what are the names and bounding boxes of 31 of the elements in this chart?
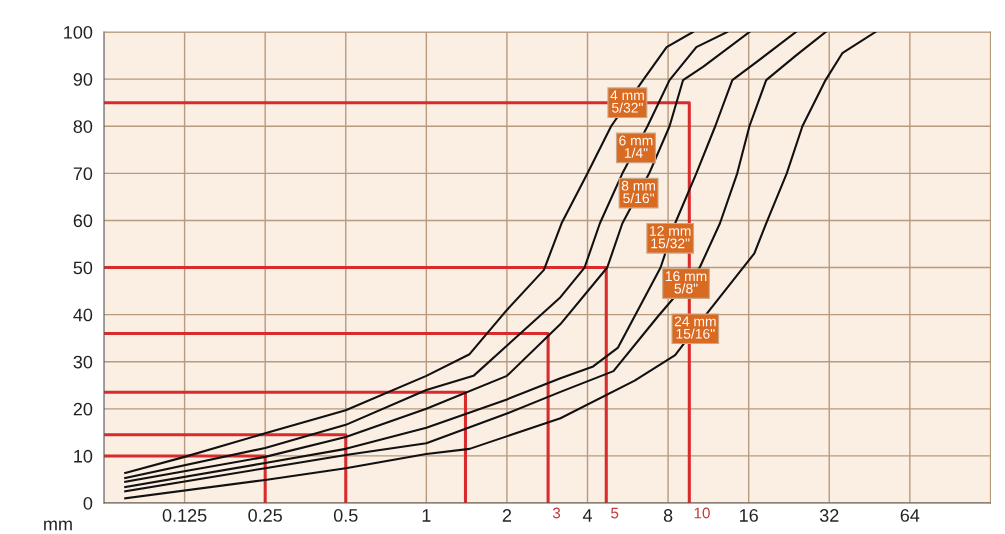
x-tick-label: 4 bbox=[582, 509, 593, 522]
x-tick-label: 2 bbox=[502, 509, 512, 522]
annotation: 5 bbox=[611, 507, 619, 519]
series-label: 16 mm 5/8" bbox=[665, 271, 707, 294]
x-tick-label: 0.25 bbox=[248, 509, 282, 522]
y-tick-label: 30 bbox=[73, 355, 93, 369]
series-label: 4 mm 5/32" bbox=[610, 90, 644, 113]
annotation: 3 bbox=[552, 507, 561, 519]
series-label: 24 mm 15/16" bbox=[674, 316, 716, 339]
series-label: 12 mm 15/32" bbox=[650, 226, 691, 249]
y-tick-label: 20 bbox=[73, 402, 93, 416]
y-tick-label: 60 bbox=[73, 214, 93, 228]
series-label: 6 mm 1/4" bbox=[619, 135, 653, 158]
series-label: 8 mm 5/16" bbox=[621, 180, 656, 204]
y-tick-label: 0 bbox=[83, 496, 93, 510]
x-tick-label: 0.125 bbox=[162, 509, 207, 522]
y-tick-label: 40 bbox=[73, 308, 93, 322]
y-tick-label: 10 bbox=[74, 449, 93, 463]
y-tick-label: 50 bbox=[73, 261, 93, 275]
y-tick-label: 70 bbox=[73, 167, 93, 181]
annotation: 10 bbox=[694, 507, 710, 519]
y-tick-label: 90 bbox=[73, 73, 93, 86]
x-tick-label: 0.5 bbox=[333, 509, 358, 522]
x-tick-label: 1 bbox=[422, 509, 431, 522]
x-tick-label: 8 bbox=[663, 509, 673, 522]
y-tick-label: 80 bbox=[73, 120, 93, 133]
x-axis-title: mm bbox=[44, 520, 72, 531]
x-tick-label: 32 bbox=[819, 509, 839, 522]
y-tick-label: 100 bbox=[64, 25, 93, 39]
x-tick-label: 64 bbox=[900, 509, 920, 522]
x-tick-label: 16 bbox=[740, 509, 758, 522]
